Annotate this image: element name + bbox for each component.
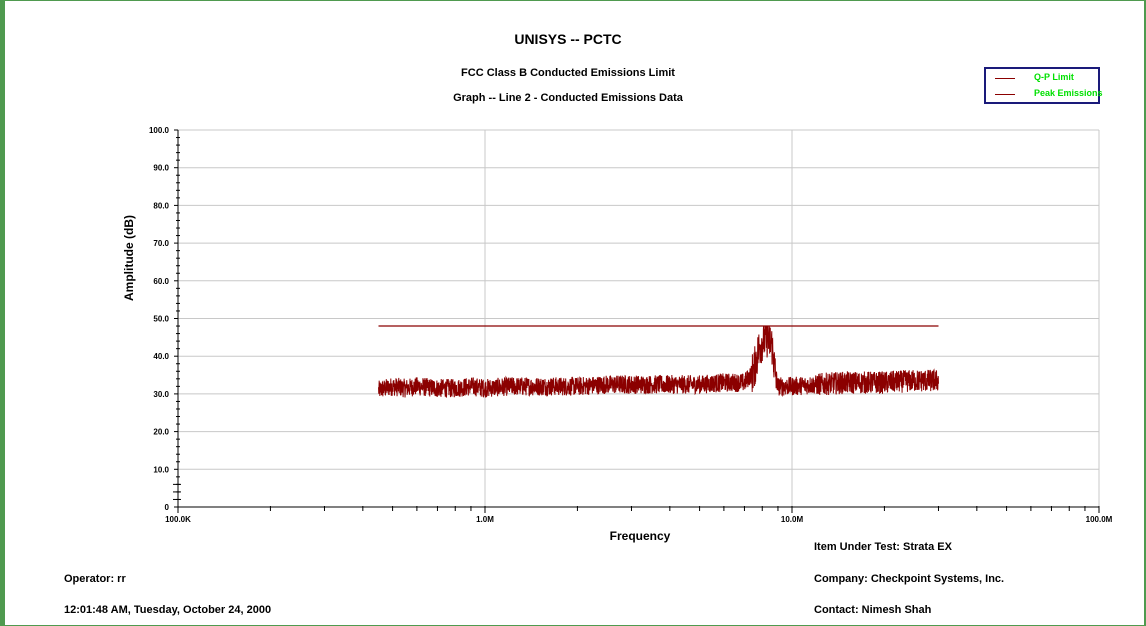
y-tick-label: 10.0: [153, 465, 169, 474]
operator: Operator: rr: [64, 573, 126, 585]
legend-label-qp-limit: Q-P Limit: [1034, 72, 1074, 82]
series-line-peak-emissions: [378, 325, 939, 398]
contact: Contact: Nimesh Shah: [814, 604, 932, 616]
timestamp: 12:01:48 AM, Tuesday, October 24, 2000: [64, 604, 272, 616]
y-axis-label: Amplitude (dB): [122, 215, 136, 301]
y-tick-label: 90.0: [153, 164, 169, 173]
company: Company: Checkpoint Systems, Inc.: [814, 573, 1005, 585]
y-tick-label: 80.0: [153, 201, 169, 210]
chart-subtitle-graph: Graph -- Line 2 - Conducted Emissions Da…: [453, 92, 684, 104]
chart-subtitle-limit: FCC Class B Conducted Emissions Limit: [461, 67, 675, 79]
legend-swatch-peak-emissions: [995, 94, 1015, 95]
legend-swatch-qp-limit: [995, 78, 1015, 79]
item-under-test: Item Under Test: Strata EX: [814, 541, 952, 553]
y-tick-label: 100.0: [149, 126, 170, 135]
y-tick-label: 60.0: [153, 277, 169, 286]
y-tick-label: 40.0: [153, 352, 169, 361]
x-tick-label: 100.0M: [1086, 515, 1113, 524]
chart-title: UNISYS -- PCTC: [514, 31, 621, 47]
y-tick-label: 30.0: [153, 390, 169, 399]
y-tick-label: 70.0: [153, 239, 169, 248]
x-tick-label: 100.0K: [165, 515, 191, 524]
legend-label-peak-emissions: Peak Emissions: [1034, 88, 1103, 98]
legend-item-peak-emissions: Peak Emissions: [986, 88, 1103, 102]
x-axis-label: Frequency: [610, 529, 671, 543]
chart-legend: Q-P Limit Peak Emissions: [984, 67, 1103, 104]
legend-item-qp-limit: Q-P Limit: [986, 72, 1100, 86]
y-tick-label: 20.0: [153, 428, 169, 437]
series-layer: [378, 325, 939, 398]
x-tick-label: 10.0M: [781, 515, 804, 524]
grid-layer: [178, 129, 1100, 507]
y-tick-label: 0: [165, 503, 170, 512]
x-tick-label: 1.0M: [476, 515, 494, 524]
axis-layer: 0 10.0 20.0 30.0 40.0 50.0 60.0 70.0 80.0 90.0 100…: [149, 126, 1113, 524]
y-tick-label: 50.0: [153, 315, 169, 324]
